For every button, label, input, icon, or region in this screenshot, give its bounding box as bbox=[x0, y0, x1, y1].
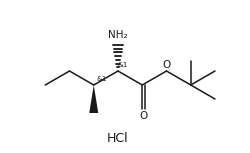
Text: &1: &1 bbox=[97, 76, 107, 82]
Text: NH₂: NH₂ bbox=[108, 30, 128, 40]
Text: HCl: HCl bbox=[107, 132, 129, 146]
Polygon shape bbox=[89, 85, 98, 113]
Text: &1: &1 bbox=[117, 62, 128, 68]
Text: O: O bbox=[162, 60, 170, 70]
Text: O: O bbox=[139, 111, 147, 121]
